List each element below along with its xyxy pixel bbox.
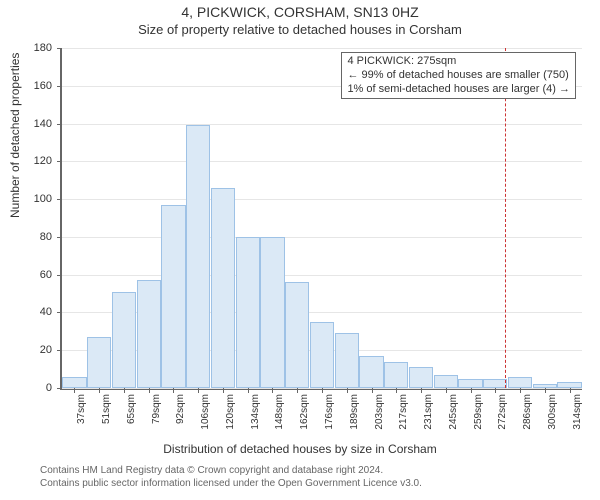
- x-tick-label: 79sqm: [151, 394, 162, 424]
- page-subtitle: Size of property relative to detached ho…: [0, 22, 600, 37]
- histogram-bar: [310, 322, 334, 388]
- gridline: [62, 237, 582, 238]
- x-tick-label: 65sqm: [126, 394, 137, 424]
- histogram-bar: [359, 356, 383, 388]
- gridline: [62, 124, 582, 125]
- histogram-bar: [483, 379, 507, 388]
- gridline: [62, 48, 582, 49]
- y-tick-label: 140: [22, 118, 52, 130]
- gridline: [62, 161, 582, 162]
- gridline: [62, 275, 582, 276]
- x-tick-label: 92sqm: [175, 394, 186, 424]
- histogram-bar: [434, 375, 458, 388]
- y-tick-label: 80: [22, 231, 52, 243]
- annotation-box: 4 PICKWICK: 275sqm← 99% of detached hous…: [341, 52, 576, 99]
- x-tick-label: 51sqm: [101, 394, 112, 424]
- x-tick-label: 203sqm: [374, 394, 385, 430]
- histogram-bar: [236, 237, 260, 388]
- y-tick-label: 120: [22, 155, 52, 167]
- histogram-bar: [186, 125, 210, 388]
- y-tick-label: 20: [22, 344, 52, 356]
- histogram-bar: [112, 292, 136, 388]
- histogram-bar: [137, 280, 161, 388]
- x-axis-label: Distribution of detached houses by size …: [0, 442, 600, 456]
- y-axis-label: Number of detached properties: [8, 53, 22, 218]
- y-tick-label: 40: [22, 306, 52, 318]
- x-tick-label: 217sqm: [398, 394, 409, 430]
- histogram-bar: [285, 282, 309, 388]
- histogram-bar: [260, 237, 284, 388]
- y-tick-label: 0: [22, 382, 52, 394]
- y-tick-label: 100: [22, 193, 52, 205]
- x-tick-label: 106sqm: [200, 394, 211, 430]
- histogram-bar: [161, 205, 185, 388]
- x-tick-label: 148sqm: [274, 394, 285, 430]
- page-title: 4, PICKWICK, CORSHAM, SN13 0HZ: [0, 4, 600, 20]
- histogram-bar: [508, 377, 532, 388]
- histogram-bar: [384, 362, 408, 388]
- x-tick-label: 37sqm: [76, 394, 87, 424]
- footer-copyright: Contains HM Land Registry data © Crown c…: [40, 465, 383, 476]
- x-tick-label: 134sqm: [250, 394, 261, 430]
- x-tick-label: 245sqm: [448, 394, 459, 430]
- histogram-bar: [87, 337, 111, 388]
- x-tick-label: 120sqm: [225, 394, 236, 430]
- x-tick-label: 189sqm: [349, 394, 360, 430]
- histogram-bar: [62, 377, 86, 388]
- x-tick-label: 286sqm: [522, 394, 533, 430]
- histogram-bar: [458, 379, 482, 388]
- x-tick-label: 162sqm: [299, 394, 310, 430]
- x-tick-label: 272sqm: [497, 394, 508, 430]
- y-tick-label: 160: [22, 80, 52, 92]
- y-tick-label: 180: [22, 42, 52, 54]
- x-tick-label: 231sqm: [423, 394, 434, 430]
- chart-plot-area: 4 PICKWICK: 275sqm← 99% of detached hous…: [60, 48, 582, 390]
- histogram-bar: [409, 367, 433, 388]
- y-tick-label: 60: [22, 269, 52, 281]
- x-tick-label: 176sqm: [324, 394, 335, 430]
- x-tick-label: 300sqm: [547, 394, 558, 430]
- gridline: [62, 199, 582, 200]
- footer-licence: Contains public sector information licen…: [40, 478, 422, 489]
- x-tick-label: 314sqm: [572, 394, 583, 430]
- annotation-line: 1% of semi-detached houses are larger (4…: [347, 83, 570, 97]
- annotation-line: ← 99% of detached houses are smaller (75…: [347, 69, 570, 83]
- histogram-bar: [335, 333, 359, 388]
- histogram-bar: [211, 188, 235, 388]
- x-tick-label: 259sqm: [473, 394, 484, 430]
- annotation-line: 4 PICKWICK: 275sqm: [347, 55, 570, 69]
